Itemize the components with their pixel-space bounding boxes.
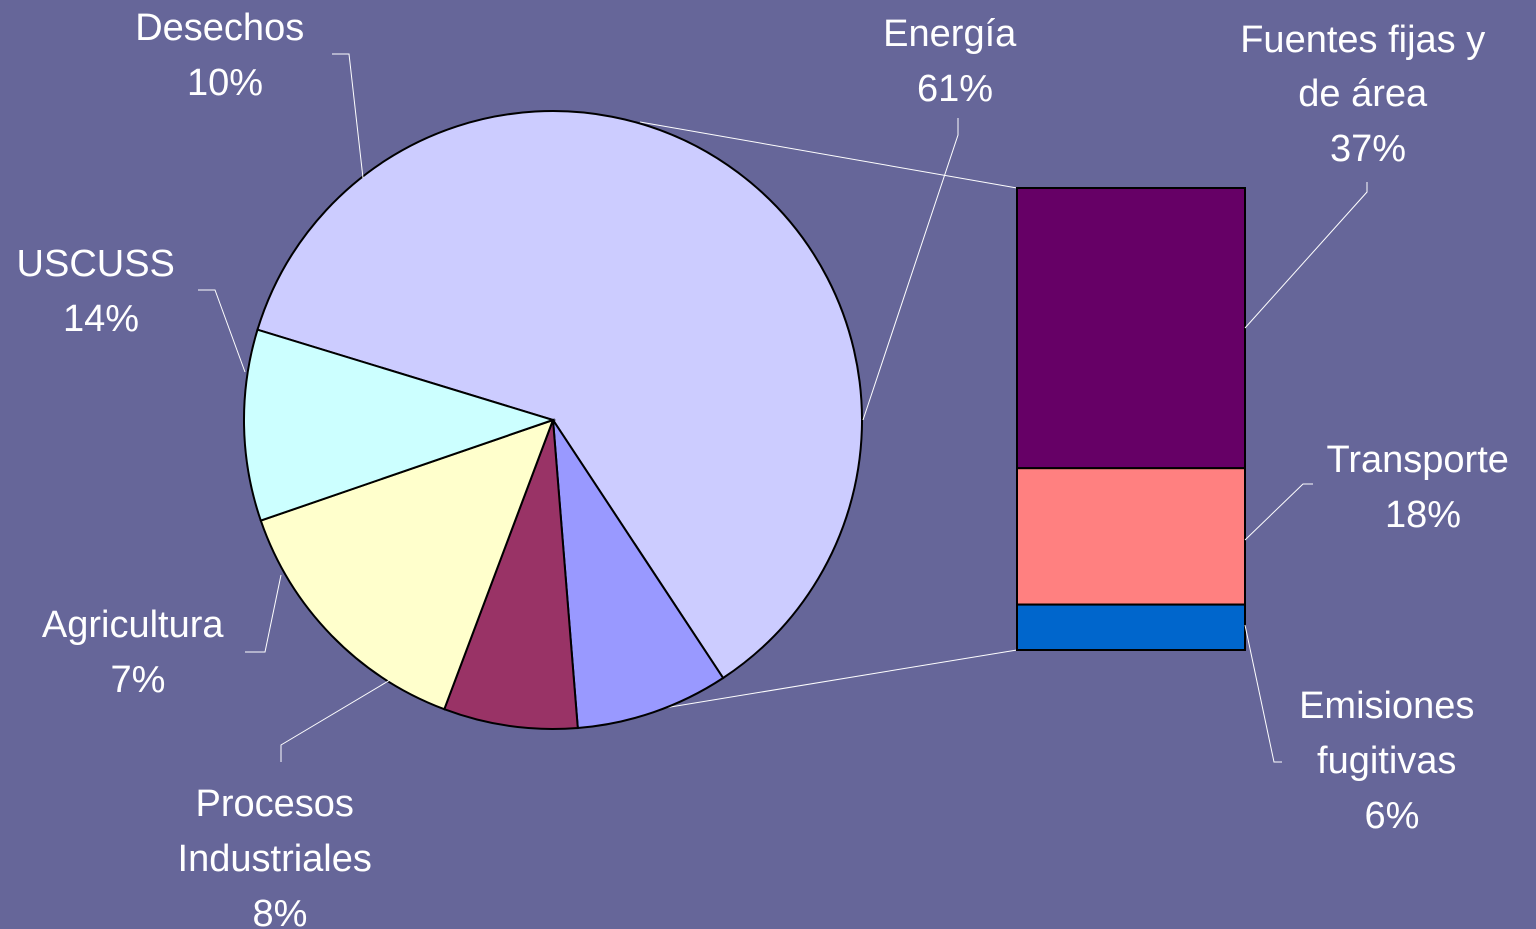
label-agricultura: Agricultura 7% xyxy=(42,604,234,701)
leader-line-agricultura xyxy=(245,574,282,653)
label-energia: Energía 61% xyxy=(883,13,1027,110)
label-uscuss-name: USCUSS xyxy=(17,243,175,285)
leader-line-emisiones xyxy=(1244,624,1282,763)
label-energia-value: 61% xyxy=(917,68,993,110)
label-desechos-name: Desechos xyxy=(135,7,304,49)
bar-segment-transporte xyxy=(1016,467,1246,606)
label-procesos-name-1: Procesos xyxy=(196,783,354,825)
pie-slice-desechos xyxy=(243,328,557,522)
connector-lines xyxy=(639,121,1018,713)
connector-line-bottom xyxy=(639,649,1018,713)
pie-slice-uscuss xyxy=(259,418,555,711)
label-emisiones-name-2: fugitivas xyxy=(1317,740,1456,782)
label-emisiones-value: 6% xyxy=(1365,795,1420,837)
label-desechos: Desechos 10% xyxy=(135,7,315,104)
leader-line-uscuss xyxy=(198,289,246,373)
pie-slice-agricultura xyxy=(443,419,579,730)
label-transporte-value: 18% xyxy=(1385,494,1461,536)
leader-line-procesos xyxy=(280,679,391,762)
bar-segment-emisiones-fugitivas xyxy=(1016,603,1246,651)
label-transporte-name: Transporte xyxy=(1327,439,1509,481)
label-emisiones: Emisiones fugitivas 6% xyxy=(1299,685,1485,837)
label-uscuss: USCUSS 14% xyxy=(17,243,186,340)
label-transporte: Transporte 18% xyxy=(1327,439,1520,536)
label-emisiones-name-1: Emisiones xyxy=(1299,685,1474,727)
label-desechos-value: 10% xyxy=(187,62,263,104)
pie-slice-energia xyxy=(256,110,863,680)
label-fuentes: Fuentes fijas y de área 37% xyxy=(1240,19,1496,170)
label-fuentes-name-2: de área xyxy=(1298,73,1428,115)
pie xyxy=(243,110,863,730)
leader-line-fuentes xyxy=(1244,182,1368,329)
label-agricultura-name: Agricultura xyxy=(42,604,224,646)
label-agricultura-value: 7% xyxy=(111,659,166,701)
leader-line-desechos xyxy=(332,53,364,179)
label-fuentes-name-1: Fuentes fijas y xyxy=(1240,19,1485,61)
label-energia-name: Energía xyxy=(883,13,1017,55)
label-procesos-value: 8% xyxy=(253,893,308,929)
label-procesos-name-2: Industriales xyxy=(178,838,372,880)
pie-slice-procesos-industriales xyxy=(552,419,725,730)
bar-segment-fuentes-fijas-y-de-area xyxy=(1016,187,1246,470)
leader-lines xyxy=(198,53,1368,763)
label-fuentes-value: 37% xyxy=(1330,128,1406,170)
stacked-bar xyxy=(1016,187,1246,651)
leader-line-energia xyxy=(862,118,959,421)
label-procesos: Procesos Industriales 8% xyxy=(178,783,383,929)
label-uscuss-value: 14% xyxy=(63,298,139,340)
leader-line-transporte xyxy=(1244,483,1313,541)
connector-line-top xyxy=(639,121,1018,189)
